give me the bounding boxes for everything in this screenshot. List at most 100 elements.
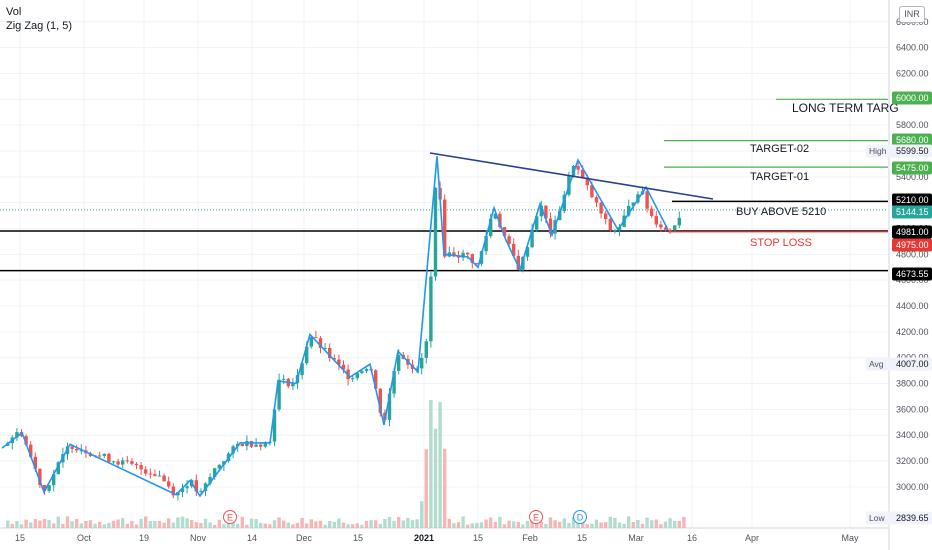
- candle-body: [452, 252, 456, 257]
- candle-body: [525, 247, 530, 257]
- candle-body: [167, 481, 171, 487]
- volume-bar: [144, 516, 148, 528]
- annotation-label: BUY ABOVE 5210: [736, 206, 826, 218]
- volume-bar: [466, 524, 470, 528]
- price-tick-label: 3800.00: [896, 379, 929, 389]
- candle-body: [180, 488, 185, 493]
- event-marker-dividend: [573, 510, 587, 524]
- volume-bar: [640, 523, 645, 528]
- volume-bar: [479, 522, 484, 528]
- volume-bar: [332, 521, 336, 528]
- candle-body: [539, 205, 543, 217]
- volume-bar: [622, 523, 626, 528]
- candle-body: [15, 432, 19, 438]
- volume-bar: [631, 521, 635, 528]
- candle-body: [217, 464, 221, 469]
- candle-body: [424, 341, 428, 358]
- volume-bar: [102, 524, 106, 528]
- candle-body: [171, 486, 175, 496]
- volume-bar: [203, 518, 208, 528]
- candle-body: [185, 486, 189, 489]
- volume-bar: [323, 524, 327, 528]
- volume-bar: [636, 519, 640, 528]
- time-tick-label: 2021: [414, 533, 434, 543]
- price-tick-label: 5800.00: [896, 120, 929, 130]
- volume-bar: [525, 520, 530, 528]
- volume-bar: [222, 524, 226, 528]
- volume-bar: [548, 517, 553, 528]
- volume-bar: [604, 522, 608, 528]
- volume-bar: [180, 516, 185, 528]
- volume-bar: [213, 524, 217, 528]
- candle-body: [562, 194, 566, 212]
- time-tick-label: 16: [687, 533, 697, 543]
- volume-bar: [125, 523, 129, 528]
- candle-body: [24, 436, 28, 445]
- candle-body: [355, 373, 359, 379]
- volume-legend[interactable]: Vol: [6, 6, 22, 18]
- volume-bar: [111, 520, 116, 528]
- volume-bar: [61, 523, 65, 528]
- candle-body: [208, 476, 212, 484]
- zigzag-legend[interactable]: Zig Zag (1, 5): [6, 20, 73, 32]
- candle-body: [677, 217, 681, 226]
- price-tag-label: 5144.15: [896, 207, 929, 217]
- candle-body: [360, 371, 364, 374]
- volume-bar: [429, 400, 433, 528]
- time-tick-label: 14: [247, 533, 257, 543]
- candle-body: [585, 177, 589, 186]
- event-marker-label: E: [227, 513, 233, 523]
- candle-body: [507, 236, 511, 244]
- price-tag-label: 4981.00: [896, 227, 929, 237]
- volume-bar: [456, 522, 461, 528]
- volume-bar: [134, 524, 139, 528]
- candle-body: [111, 461, 116, 463]
- stat-tag-value: 4007.00: [896, 359, 929, 369]
- volume-bar: [645, 517, 649, 528]
- candle-body: [604, 213, 608, 220]
- candle-body: [47, 485, 51, 491]
- price-tag: [892, 238, 932, 252]
- volume-bar: [364, 521, 369, 528]
- volume-bar: [677, 521, 681, 528]
- volume-bar: [493, 521, 497, 528]
- price-tick-label: 6200.00: [896, 68, 929, 78]
- volume-bar: [397, 517, 401, 528]
- volume-bar: [360, 524, 364, 528]
- volume-bar: [346, 524, 350, 528]
- volume-bar: [245, 524, 249, 528]
- volume-bar: [268, 524, 272, 528]
- candle-body: [590, 185, 594, 198]
- event-marker-earnings: [529, 510, 543, 524]
- currency-badge[interactable]: INR: [899, 6, 925, 23]
- event-marker-label: E: [533, 513, 539, 523]
- volume-bar: [88, 520, 93, 528]
- volume-bar: [410, 520, 415, 528]
- volume-bar: [176, 517, 180, 528]
- candle-body: [627, 205, 631, 216]
- stat-tag: [866, 357, 932, 371]
- volume-bar: [240, 516, 244, 528]
- candle-body: [305, 346, 309, 364]
- volume-bar: [254, 519, 258, 528]
- candle-body: [102, 453, 106, 456]
- candle-body: [249, 441, 254, 447]
- volume-bar: [236, 523, 240, 528]
- candle-body: [433, 187, 438, 277]
- time-tick-label: May: [841, 533, 859, 543]
- volume-bar: [415, 519, 419, 528]
- candle-body: [668, 229, 672, 231]
- stat-tag-value: 2839.65: [896, 513, 929, 523]
- zigzag-line: [1, 156, 669, 498]
- event-marker-label: D: [577, 513, 584, 523]
- annotation-label: LONG TERM TARG: [792, 101, 899, 115]
- volume-bar: [291, 524, 295, 528]
- volume-bar: [300, 517, 304, 528]
- volume-bar: [617, 522, 622, 528]
- time-tick-label: 19: [139, 533, 149, 543]
- candle-body: [231, 446, 235, 454]
- candle-body: [277, 379, 281, 410]
- volume-bar: [351, 524, 355, 528]
- annotation-label: TARGET-01: [750, 171, 809, 183]
